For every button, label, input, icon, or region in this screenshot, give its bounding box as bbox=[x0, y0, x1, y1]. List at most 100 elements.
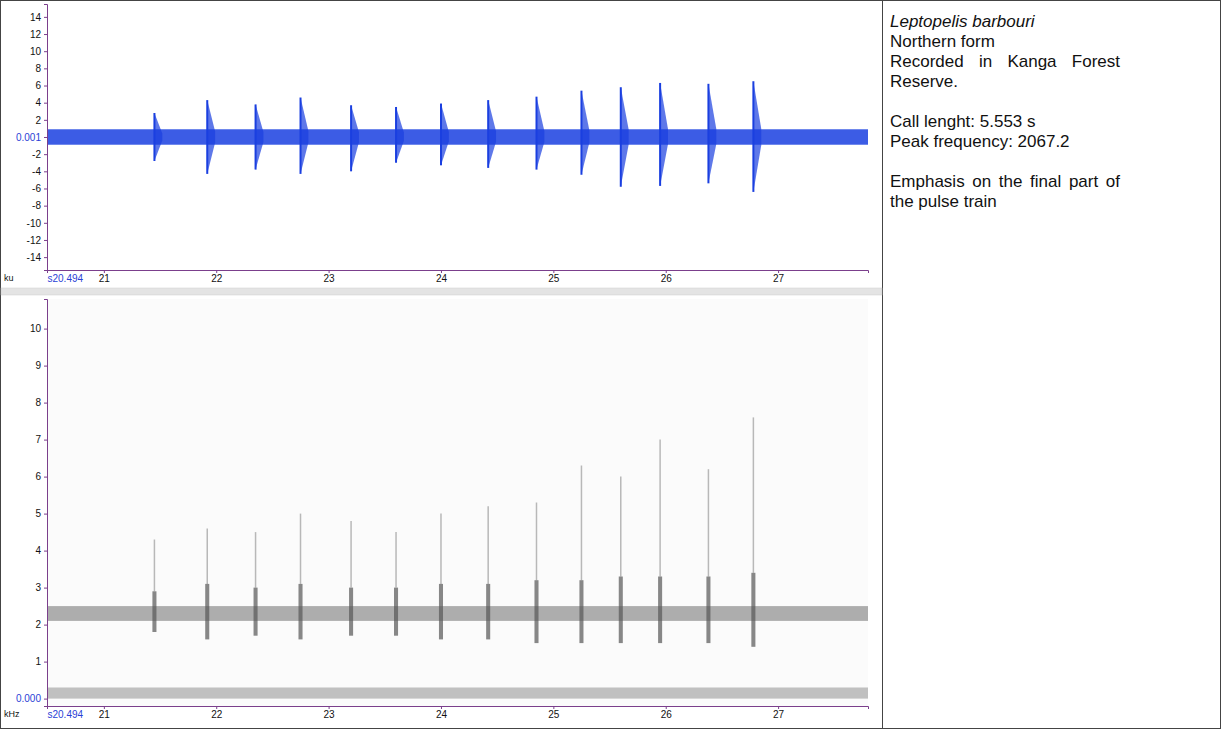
tick: 21 bbox=[99, 706, 111, 720]
tick-label: 3 bbox=[35, 582, 41, 593]
tick-label: 12 bbox=[30, 29, 42, 40]
tick-mark bbox=[44, 206, 47, 207]
tick: -12 bbox=[27, 235, 47, 246]
x-axis: s20.49421222324252627 bbox=[48, 270, 869, 284]
tick-label: 27 bbox=[773, 709, 785, 720]
form: Northern form bbox=[890, 32, 1120, 52]
tick-mark bbox=[44, 120, 47, 121]
peak-frequency: Peak frequency: 2067.2 bbox=[890, 132, 1120, 152]
pulse bbox=[439, 584, 443, 640]
pulse bbox=[207, 100, 215, 174]
axis-line bbox=[48, 707, 869, 710]
pulse-peak bbox=[300, 98, 302, 174]
tick-mark bbox=[44, 366, 47, 367]
waveform-panel: s20.4942122232425262714121086420.001-2-4… bbox=[4, 4, 869, 284]
tick: 3 bbox=[35, 582, 47, 593]
figure: s20.4942122232425262714121086420.001-2-4… bbox=[0, 0, 1221, 729]
axis-line bbox=[48, 271, 869, 274]
tick-mark bbox=[44, 188, 47, 189]
tick-label: 26 bbox=[661, 709, 673, 720]
pulse-envelope bbox=[621, 87, 629, 187]
tick: 10 bbox=[30, 46, 47, 57]
tick: -2 bbox=[32, 149, 47, 160]
tick-label: 23 bbox=[324, 709, 336, 720]
tick-label: 5 bbox=[35, 508, 41, 519]
pulse bbox=[351, 105, 359, 171]
plot-background bbox=[47, 299, 868, 706]
y-unit: ku bbox=[4, 273, 14, 283]
tick-label: 21 bbox=[99, 709, 111, 720]
tick: 0.000 bbox=[16, 693, 47, 704]
tick: 2 bbox=[35, 619, 47, 630]
harmonic bbox=[581, 466, 583, 581]
y-axis: 14121086420.001-2-4-6-8-10-12-14 bbox=[16, 5, 48, 271]
tick: 8 bbox=[35, 63, 47, 74]
pulse-peak bbox=[752, 81, 754, 192]
tick: 27 bbox=[773, 706, 785, 720]
tick: 27 bbox=[773, 270, 785, 284]
pulse-envelope bbox=[488, 100, 496, 168]
pulse bbox=[751, 573, 755, 647]
pulse bbox=[254, 588, 258, 636]
tick: 6 bbox=[35, 80, 47, 91]
pulse bbox=[154, 113, 162, 161]
pulse-envelope bbox=[154, 113, 162, 161]
tick-label: 10 bbox=[30, 323, 42, 334]
pulse bbox=[536, 97, 544, 170]
tick-label: 4 bbox=[35, 97, 41, 108]
tick: -10 bbox=[27, 218, 47, 229]
tick: 0.001 bbox=[16, 132, 47, 143]
spectrogram-panel: s20.494212223242526270.00012345678910kHz bbox=[4, 299, 869, 720]
tick: 12 bbox=[30, 29, 47, 40]
pulse bbox=[534, 580, 538, 643]
tick-label: 10 bbox=[30, 46, 42, 57]
tick-mark bbox=[44, 329, 47, 330]
tick: 7 bbox=[35, 434, 47, 445]
tick-mark bbox=[44, 625, 47, 626]
pulse bbox=[619, 577, 623, 644]
tick: 2 bbox=[35, 115, 47, 126]
tick-label: -4 bbox=[32, 166, 41, 177]
tick: 26 bbox=[661, 270, 673, 284]
tick-mark bbox=[44, 86, 47, 87]
tick-label: 7 bbox=[35, 434, 41, 445]
tick-label: 21 bbox=[99, 273, 111, 284]
tick-label: -10 bbox=[27, 218, 42, 229]
call-length: Call lenght: 5.553 s bbox=[890, 112, 1120, 132]
pulse bbox=[708, 84, 716, 184]
y-unit: kHz bbox=[4, 709, 20, 719]
tick-label: 4 bbox=[35, 545, 41, 556]
harmonic bbox=[350, 521, 352, 588]
note: Emphasis on the final part of the pulse … bbox=[890, 172, 1120, 212]
harmonic bbox=[708, 469, 710, 576]
marks bbox=[47, 81, 868, 192]
pulse-envelope bbox=[581, 91, 589, 175]
tick: -8 bbox=[32, 200, 47, 211]
pulse-envelope bbox=[708, 84, 716, 184]
tick-label: 14 bbox=[30, 12, 42, 23]
pulse bbox=[256, 104, 264, 169]
harmonic bbox=[536, 503, 538, 581]
noise-band bbox=[47, 606, 868, 621]
tick: 4 bbox=[35, 545, 47, 556]
tick-label: 24 bbox=[436, 273, 448, 284]
tick: 1 bbox=[35, 656, 47, 667]
pulse-peak bbox=[255, 104, 257, 169]
tick-mark bbox=[44, 440, 47, 441]
pulse bbox=[706, 577, 710, 644]
tick: 23 bbox=[324, 270, 336, 284]
location: Recorded in Kanga Forest Reserve. bbox=[890, 52, 1120, 92]
pulse-peak bbox=[580, 91, 582, 175]
tick: 26 bbox=[661, 706, 673, 720]
tick-mark bbox=[44, 51, 47, 52]
pulse bbox=[396, 107, 404, 163]
tick-mark bbox=[44, 17, 47, 18]
pulse bbox=[152, 591, 156, 632]
tick-mark bbox=[44, 223, 47, 224]
tick-label: s20.494 bbox=[48, 273, 84, 284]
tick-mark bbox=[44, 68, 47, 69]
pulse-peak bbox=[440, 104, 442, 166]
tick-mark bbox=[44, 34, 47, 35]
tick-label: s20.494 bbox=[48, 709, 84, 720]
tick-mark bbox=[44, 257, 47, 258]
